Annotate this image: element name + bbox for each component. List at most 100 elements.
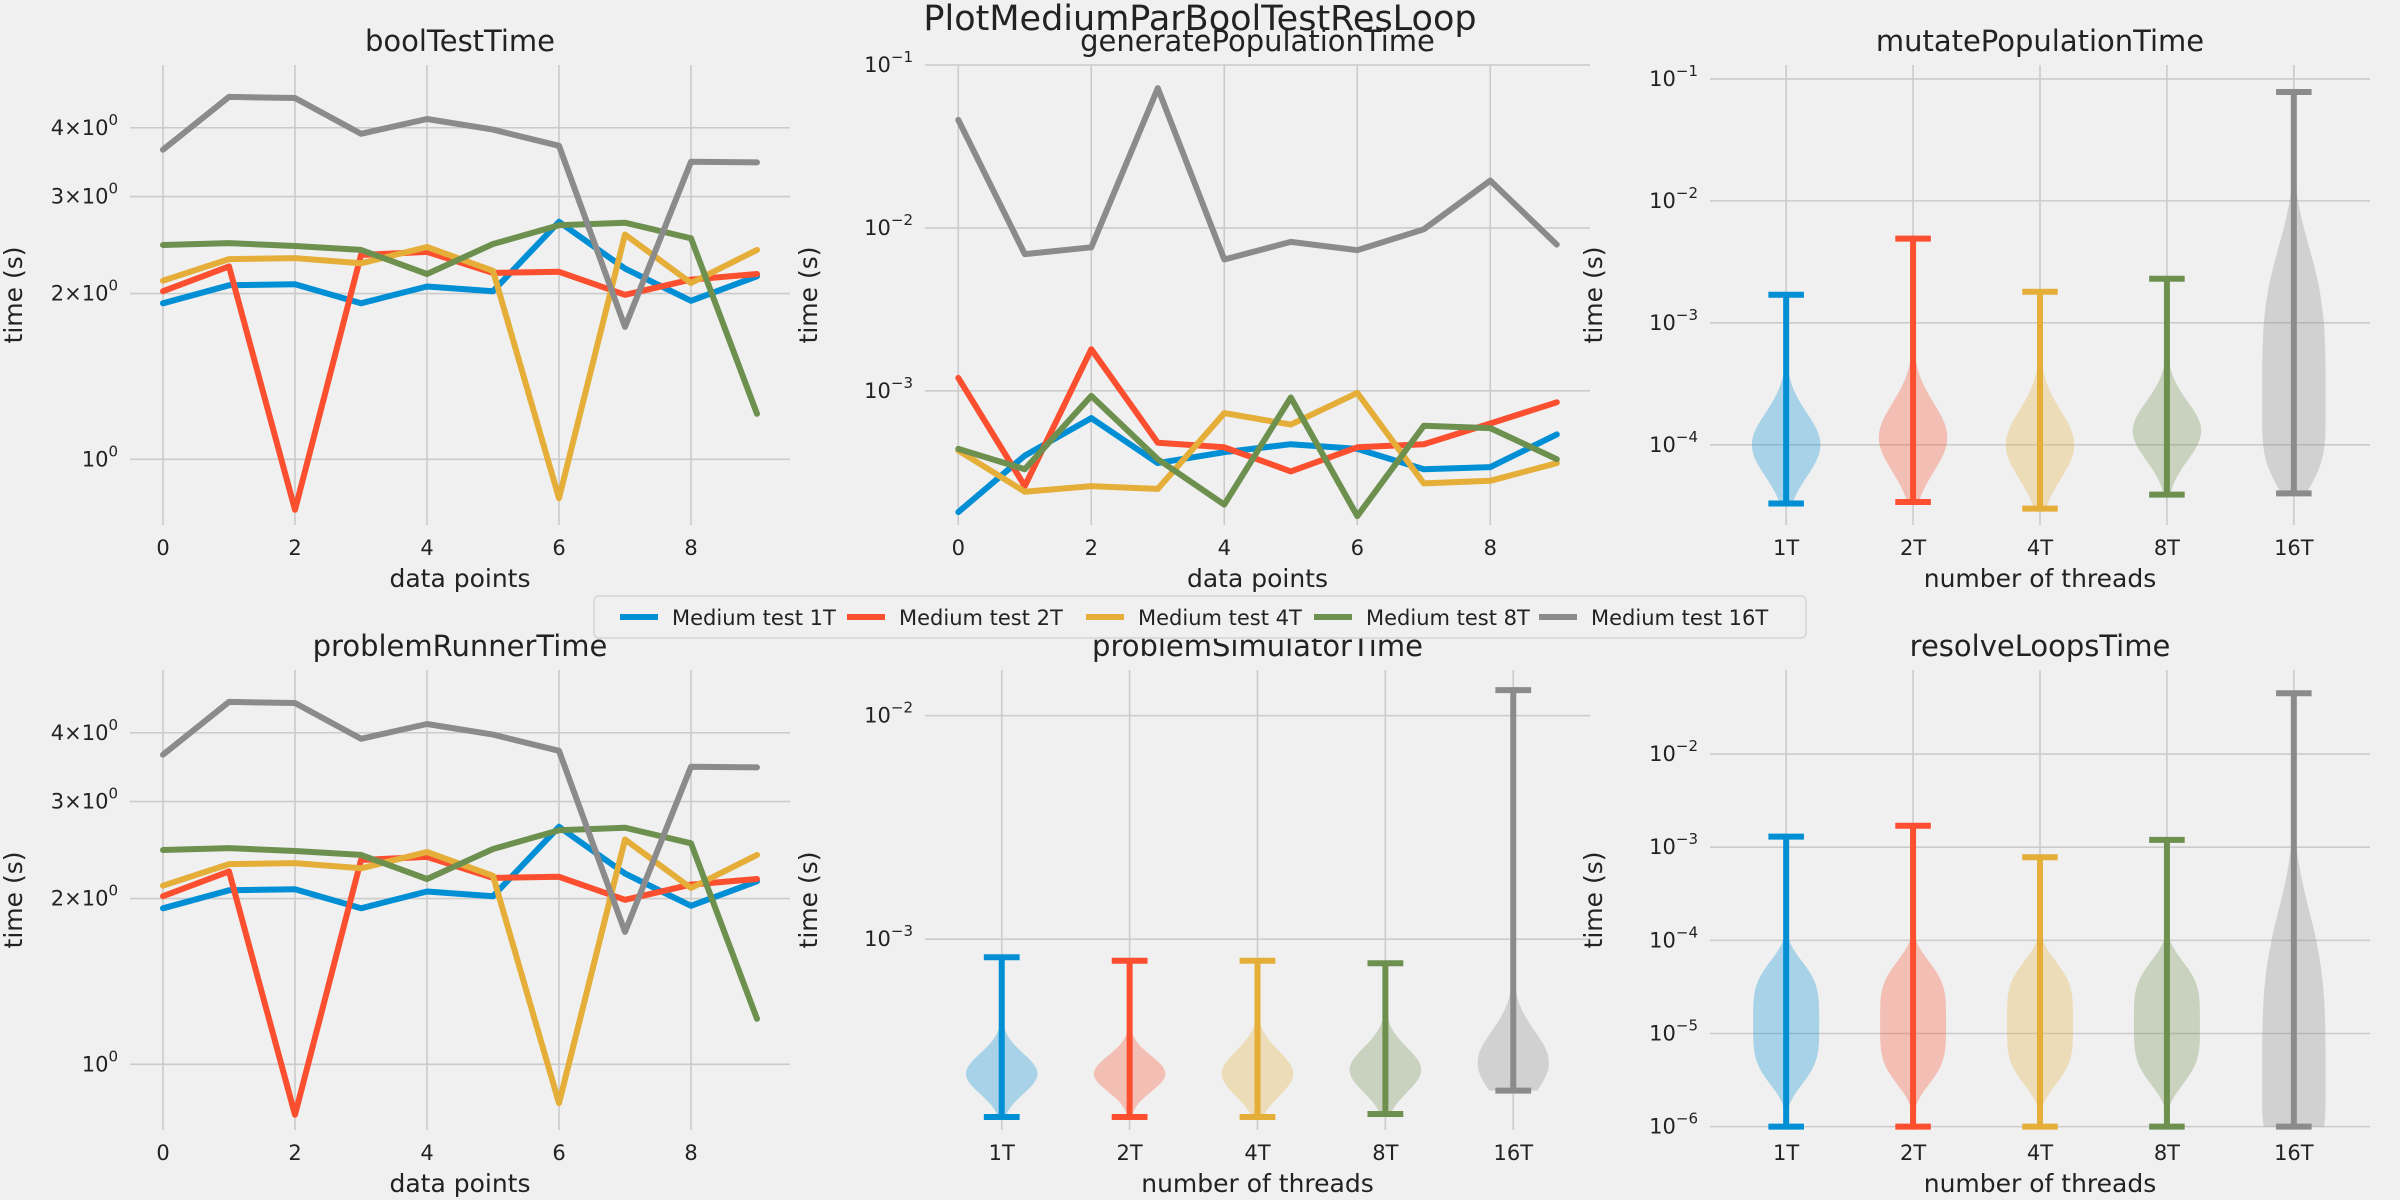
- y-tick-exponent: −1: [1676, 62, 1698, 80]
- y-axis-label: time (s): [0, 247, 28, 344]
- x-tick-label: 6: [1351, 536, 1364, 560]
- y-tick-base: 3×10: [51, 790, 109, 814]
- y-tick-exponent: 0: [108, 277, 118, 295]
- y-tick-base: 10: [1649, 1115, 1676, 1139]
- y-tick-base: 10: [864, 927, 891, 951]
- y-tick-exponent: 0: [108, 716, 118, 734]
- y-tick-exponent: −4: [1676, 923, 1698, 941]
- x-axis-label: number of threads: [1924, 564, 2157, 593]
- line-series-5: [160, 93, 760, 330]
- y-tick-label: 10−3: [1649, 830, 1698, 859]
- x-tick-label: 8: [1484, 536, 1497, 560]
- y-tick-exponent: −2: [1676, 737, 1698, 755]
- x-tick-label: 1T: [1773, 536, 1799, 560]
- y-tick-base: 4×10: [51, 721, 109, 745]
- x-tick-label: 8T: [1372, 1141, 1398, 1165]
- x-tick-label: 16T: [2274, 536, 2314, 560]
- y-tick-label: 4×100: [51, 716, 118, 745]
- legend-label-5: Medium test 16T: [1591, 606, 1768, 630]
- line-series-5: [160, 698, 760, 935]
- y-tick-label: 10−3: [864, 374, 913, 403]
- x-tick-label: 6: [552, 536, 565, 560]
- y-tick-base: 3×10: [51, 185, 109, 209]
- y-axis-label: time (s): [794, 852, 823, 949]
- y-tick-exponent: −2: [891, 699, 913, 717]
- y-tick-exponent: 0: [108, 180, 118, 198]
- x-tick-label: 0: [156, 536, 169, 560]
- y-tick-exponent: −2: [891, 211, 913, 229]
- y-tick-base: 10: [864, 379, 891, 403]
- y-tick-label: 10−1: [864, 48, 913, 77]
- x-tick-label: 8: [684, 536, 697, 560]
- y-tick-label: 2×100: [51, 882, 118, 911]
- x-tick-label: 1T: [1773, 1141, 1799, 1165]
- panel-title: mutatePopulationTime: [1876, 24, 2204, 58]
- y-tick-label: 100: [82, 1047, 118, 1076]
- y-tick-exponent: −4: [1676, 428, 1698, 446]
- y-tick-base: 10: [1649, 67, 1676, 91]
- x-tick-label: 2: [288, 1141, 301, 1165]
- line-series-2: [955, 346, 1560, 490]
- x-tick-label: 4T: [1244, 1141, 1270, 1165]
- y-tick-base: 2×10: [51, 887, 109, 911]
- panel-title: generatePopulationTime: [1080, 24, 1435, 58]
- line-series-4: [160, 824, 760, 1022]
- y-tick-label: 10−3: [1649, 306, 1698, 335]
- x-axis-label: data points: [1187, 564, 1328, 593]
- y-axis-label: time (s): [1579, 247, 1608, 344]
- y-tick-label: 10−2: [1649, 184, 1698, 213]
- x-tick-label: 0: [156, 1141, 169, 1165]
- y-tick-label: 10−2: [864, 699, 913, 728]
- legend-frame: [593, 595, 1807, 639]
- y-tick-label: 10−5: [1649, 1016, 1698, 1045]
- x-tick-label: 8T: [2154, 1141, 2180, 1165]
- y-tick-base: 10: [1649, 311, 1676, 335]
- y-tick-label: 3×100: [51, 180, 118, 209]
- panel-title: resolveLoopsTime: [1910, 629, 2171, 663]
- y-tick-exponent: 0: [108, 785, 118, 803]
- legend-label-1: Medium test 1T: [672, 606, 836, 630]
- legend-label-4: Medium test 8T: [1366, 606, 1530, 630]
- y-tick-base: 10: [1649, 1021, 1676, 1045]
- x-axis-label: number of threads: [1141, 1169, 1374, 1198]
- y-tick-base: 10: [1649, 835, 1676, 859]
- x-tick-label: 2T: [1117, 1141, 1143, 1165]
- y-tick-exponent: −3: [891, 922, 913, 940]
- y-tick-exponent: −3: [1676, 306, 1698, 324]
- y-axis-label: time (s): [0, 852, 28, 949]
- x-tick-label: 4: [420, 1141, 433, 1165]
- y-tick-base: 10: [82, 1052, 109, 1076]
- y-tick-label: 3×100: [51, 785, 118, 814]
- line-series-4: [955, 392, 1560, 520]
- x-tick-label: 8: [684, 1141, 697, 1165]
- legend-label-2: Medium test 2T: [899, 606, 1063, 630]
- y-tick-base: 4×10: [51, 116, 109, 140]
- panel-title: problemRunnerTime: [313, 629, 608, 663]
- y-tick-base: 10: [1649, 742, 1676, 766]
- y-tick-base: 10: [82, 447, 109, 471]
- y-tick-base: 2×10: [51, 282, 109, 306]
- legend: Medium test 1T Medium test 2T Medium test …: [593, 595, 1807, 639]
- y-tick-exponent: −3: [891, 374, 913, 392]
- line-series-4: [160, 219, 760, 417]
- x-axis-label: data points: [389, 564, 530, 593]
- y-tick-base: 10: [864, 704, 891, 728]
- x-tick-label: 4T: [2027, 1141, 2053, 1165]
- x-tick-label: 4: [420, 536, 433, 560]
- y-tick-exponent: −2: [1676, 184, 1698, 202]
- y-tick-exponent: −5: [1676, 1016, 1698, 1034]
- legend-label-3: Medium test 4T: [1138, 606, 1302, 630]
- y-tick-exponent: 0: [108, 111, 118, 129]
- x-tick-label: 16T: [2274, 1141, 2314, 1165]
- y-tick-base: 10: [1649, 928, 1676, 952]
- x-axis-label: data points: [389, 1169, 530, 1198]
- x-tick-label: 4T: [2027, 536, 2053, 560]
- y-tick-exponent: 0: [108, 882, 118, 900]
- y-tick-base: 10: [864, 216, 891, 240]
- line-series-2: [160, 248, 760, 513]
- x-tick-label: 2: [1085, 536, 1098, 560]
